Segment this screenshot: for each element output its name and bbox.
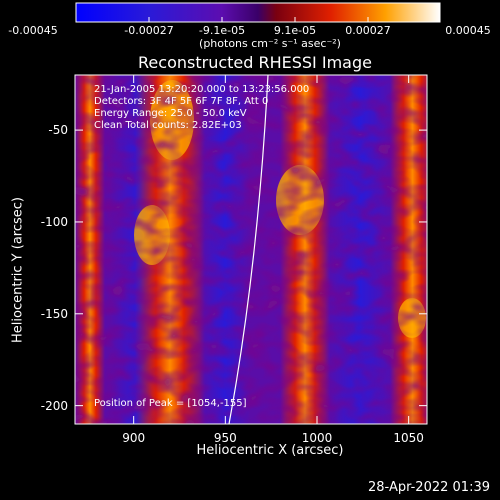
colorbar-gradient (75, 2, 441, 23)
y-axis-label: Heliocentric Y (arcsec) (10, 197, 26, 343)
colorbar (75, 2, 441, 23)
annotation-detectors: Detectors: 3F 4F 5F 6F 7F 8F, Att 0 (94, 96, 269, 107)
colorbar-tick-label: -0.00027 (124, 24, 174, 37)
annotation-energy-range: Energy Range: 25.0 - 50.0 keV (94, 108, 247, 119)
x-axis-label: Heliocentric X (arcsec) (196, 443, 344, 458)
image-title: Reconstructed RHESSI Image (138, 53, 372, 72)
y-tick-label: -200 (40, 398, 68, 413)
colorbar-tick-label: -9.1e-05 (198, 24, 246, 37)
annotation-time-range: 21-Jan-2005 13:20:20.000 to 13:23:56.000 (94, 84, 310, 95)
x-tick-label: 900 (122, 431, 146, 445)
x-tick-label: 1000 (301, 431, 333, 445)
x-tick-label: 950 (213, 431, 237, 445)
colorbar-tick-label: 0.00045 (445, 24, 491, 37)
y-tick-label: -150 (40, 306, 68, 321)
solar-limb (228, 74, 269, 425)
annotation-clean-counts: Clean Total counts: 2.82E+03 (94, 120, 242, 131)
x-tick-label: 1050 (393, 431, 424, 445)
colorbar-tick-label: 9.1e-05 (273, 24, 317, 37)
plot-frame (74, 74, 428, 425)
colorbar-tick-label: 0.00027 (345, 24, 391, 37)
peak-position-label: Position of Peak = [1054,-155] (94, 398, 247, 409)
y-tick-label: -50 (48, 123, 68, 138)
observation-annotations: 21-Jan-2005 13:20:20.000 to 13:23:56.000… (94, 84, 309, 132)
colorbar-unit-label: (photons cm⁻² s⁻¹ asec⁻²) (199, 37, 341, 50)
colorbar-tick-label: -0.00045 (8, 24, 58, 37)
y-tick-label: -100 (40, 214, 68, 229)
timestamp-footer: 28-Apr-2022 01:39 (368, 480, 490, 495)
